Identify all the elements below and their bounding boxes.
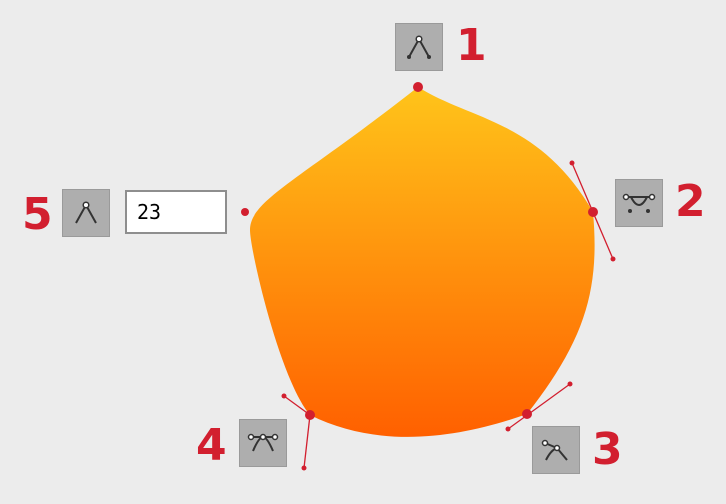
node-1-point[interactable] bbox=[413, 82, 423, 92]
node-number-4: 4 bbox=[196, 420, 227, 471]
node-type-button-5[interactable] bbox=[62, 189, 110, 237]
pentagon-shape[interactable] bbox=[250, 87, 595, 437]
node-type-button-4[interactable] bbox=[239, 419, 287, 467]
node-type-button-2[interactable] bbox=[615, 179, 663, 227]
handle-line-3 bbox=[507, 383, 571, 430]
handle-end[interactable] bbox=[505, 426, 511, 432]
handle-end[interactable] bbox=[567, 381, 573, 387]
handle-end[interactable] bbox=[301, 465, 307, 471]
cusp-node-icon bbox=[541, 438, 571, 462]
symmetric-node-icon bbox=[247, 431, 279, 455]
node-number-1: 1 bbox=[456, 20, 487, 71]
node-type-button-1[interactable] bbox=[395, 23, 443, 71]
corner-node-icon bbox=[405, 35, 433, 59]
node-5-point[interactable] bbox=[241, 208, 249, 216]
node-3-point[interactable] bbox=[522, 409, 532, 419]
handle-line-4b bbox=[303, 414, 311, 469]
handle-end[interactable] bbox=[610, 256, 616, 262]
handle-end[interactable] bbox=[569, 160, 575, 166]
handle-end[interactable] bbox=[281, 393, 287, 399]
node-4-point[interactable] bbox=[305, 410, 315, 420]
node-type-button-3[interactable] bbox=[532, 426, 580, 474]
node-number-2: 2 bbox=[675, 176, 706, 227]
node-number-3: 3 bbox=[592, 424, 623, 475]
handle-line-4a bbox=[283, 395, 311, 416]
corner-node-icon bbox=[72, 201, 100, 225]
node-number-5: 5 bbox=[22, 189, 53, 240]
smooth-node-icon bbox=[622, 191, 656, 215]
node-2-point[interactable] bbox=[588, 207, 598, 217]
corner-radius-input[interactable] bbox=[125, 190, 227, 234]
